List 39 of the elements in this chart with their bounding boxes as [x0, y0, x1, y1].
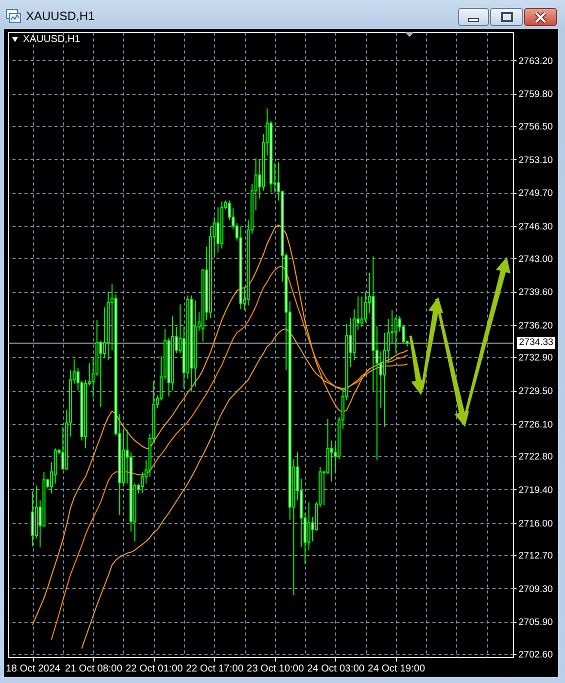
candlestick: [394, 316, 398, 354]
candlestick: [216, 206, 220, 253]
candlestick: [31, 490, 34, 547]
y-tick-label: 2716.00: [518, 518, 553, 530]
line-series: [32, 224, 408, 626]
y-tick-label: 2763.20: [518, 56, 553, 67]
x-tick-label: 21 Oct 08:00: [65, 664, 123, 674]
x-tick-label: 24 Oct 19:00: [368, 664, 426, 674]
y-tick-label: 2705.90: [518, 617, 553, 628]
chart-title: XAUUSD,H1: [26, 9, 95, 23]
y-tick-label: 2702.60: [518, 650, 553, 661]
y-tick-label: 2746.30: [518, 221, 553, 232]
y-tick-label: 2719.40: [518, 484, 553, 496]
y-tick-label: 2712.70: [518, 550, 553, 562]
y-tick-label: 2753.10: [518, 154, 553, 166]
y-tick-label: 2732.90: [518, 352, 553, 364]
y-tick-label: 2736.20: [518, 320, 553, 332]
chart-subtitle: XAUUSD,H1: [23, 34, 80, 45]
candlestick: [99, 340, 102, 408]
y-tick-label: 2743.00: [518, 254, 553, 265]
line-series: [51, 266, 408, 640]
candlestick: [61, 426, 64, 470]
y-tick-label: 2756.50: [518, 122, 553, 133]
x-tick-label: 24 Oct 03:00: [307, 664, 365, 674]
y-tick-label: 2759.80: [518, 89, 553, 100]
line-series: [81, 328, 408, 649]
candlestick: [307, 502, 310, 551]
y-tick-label: 2739.60: [518, 287, 553, 298]
y-tick-label: 2729.50: [518, 386, 553, 398]
y-tick-label: 2722.80: [518, 452, 553, 463]
y-tick-label: 2749.70: [518, 188, 553, 200]
y-tick-label: 2709.30: [518, 584, 553, 595]
candlestick: [330, 440, 334, 482]
x-tick-label: 22 Oct 17:00: [186, 664, 244, 674]
y-tick-label: 2726.10: [518, 419, 553, 430]
x-tick-label: 18 Oct 2024: [6, 664, 61, 674]
ref-line-label: 2734.33: [517, 337, 556, 350]
x-tick-label: 23 Oct 10:00: [246, 664, 304, 674]
x-tick-label: 22 Oct 01:00: [126, 664, 184, 674]
